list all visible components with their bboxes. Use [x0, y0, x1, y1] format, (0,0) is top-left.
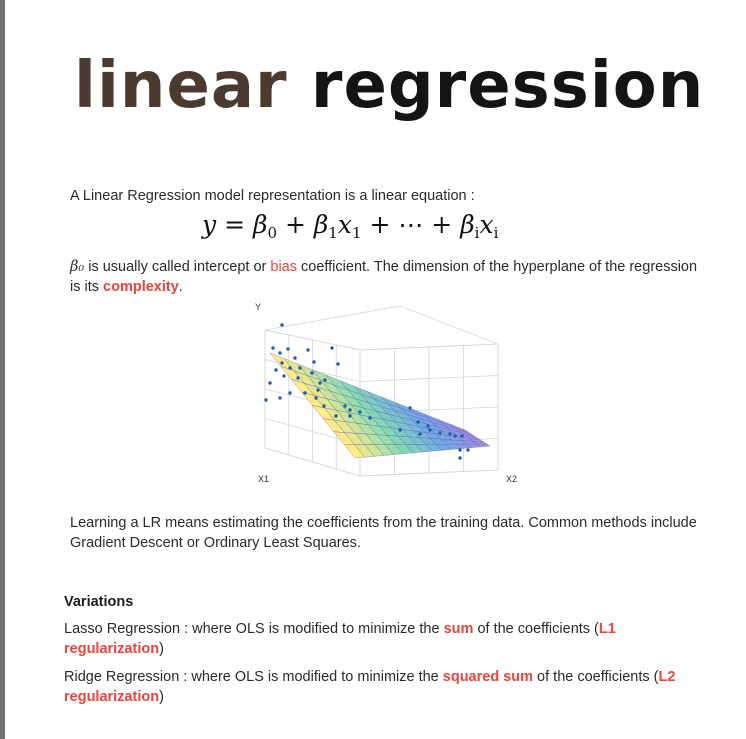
data-point: [416, 420, 420, 424]
data-point: [398, 428, 402, 432]
lasso-description: Lasso Regression : where OLS is modified…: [64, 621, 616, 657]
data-point: [274, 368, 278, 372]
data-point: [458, 456, 462, 460]
grid-line: [264, 447, 361, 477]
data-point: [358, 410, 362, 414]
complexity-highlight: complexity: [103, 279, 179, 295]
data-point: [343, 404, 347, 408]
plane-cell: [476, 443, 491, 448]
data-point: [296, 376, 300, 380]
data-point: [428, 428, 432, 432]
regression-plane-plot: Y X1 X2: [255, 302, 517, 484]
axis-label-x2: X2: [506, 474, 517, 484]
data-point: [306, 348, 310, 352]
bias-highlight: bias: [270, 259, 297, 275]
data-point: [310, 371, 314, 375]
data-point: [438, 431, 442, 435]
eq-y: y: [202, 210, 217, 239]
data-point: [408, 406, 412, 410]
eq-betai-xi: βixi: [460, 210, 499, 242]
left-edge-bar: [0, 0, 5, 739]
data-point: [334, 414, 338, 418]
data-point: [323, 378, 327, 382]
eq-beta1-x1: β1x1: [313, 210, 362, 242]
data-point: [316, 388, 320, 392]
data-point: [466, 448, 470, 452]
variations-heading: Variations: [64, 594, 134, 610]
data-point: [453, 434, 457, 438]
intercept-paragraph: β₀ is usually called intercept or bias c…: [70, 259, 698, 295]
data-point: [460, 434, 464, 438]
data-point: [368, 416, 372, 420]
eq-ellipsis: + ⋯ +: [369, 210, 453, 239]
data-point: [448, 432, 452, 436]
data-point: [318, 381, 322, 385]
l2-highlight: L2 regularization: [64, 669, 676, 705]
ridge-description: Ridge Regression : where OLS is modified…: [64, 669, 676, 705]
grid-line: [359, 469, 499, 477]
data-point: [322, 404, 326, 408]
eq-plus: +: [284, 210, 306, 239]
data-point: [426, 424, 430, 428]
data-point: [303, 391, 307, 395]
squared-sum-highlight: squared sum: [442, 669, 534, 685]
data-point: [282, 374, 286, 378]
data-point: [280, 323, 284, 327]
regression-equation: y = β0 + β1x1 + ⋯ + βixi: [202, 210, 498, 242]
page-title: linear regression: [74, 54, 704, 118]
data-point: [314, 396, 318, 400]
data-point: [278, 351, 282, 355]
eq-equals: =: [224, 210, 246, 239]
data-point: [298, 366, 302, 370]
data-point: [280, 361, 284, 365]
grid-line: [264, 305, 401, 331]
data-point: [288, 366, 292, 370]
data-point: [312, 360, 316, 364]
data-point: [268, 381, 272, 385]
sum-highlight: sum: [443, 621, 474, 637]
data-point: [348, 408, 352, 412]
title-word-regression: regression: [310, 49, 705, 123]
l1-highlight: L1 regularization: [64, 621, 616, 657]
axis-label-y: Y: [255, 302, 261, 312]
beta0-symbol: β₀: [70, 259, 85, 275]
grid-line: [399, 305, 499, 345]
data-point: [286, 347, 290, 351]
data-point: [288, 391, 292, 395]
learning-paragraph: Learning a LR means estimating the coeff…: [70, 515, 697, 551]
data-point: [336, 362, 340, 366]
data-point: [278, 396, 282, 400]
intro-text: A Linear Regression model representation…: [70, 188, 475, 204]
data-point: [458, 448, 462, 452]
data-point: [264, 398, 268, 402]
data-point: [348, 414, 352, 418]
data-points: [264, 323, 470, 460]
eq-beta0: β0: [252, 210, 277, 242]
data-point: [293, 356, 297, 360]
data-point: [271, 346, 275, 350]
regression-plane: [269, 352, 491, 459]
data-point: [330, 346, 334, 350]
data-point: [418, 432, 422, 436]
axis-label-x1: X1: [258, 474, 269, 484]
title-word-linear: linear: [74, 49, 288, 123]
